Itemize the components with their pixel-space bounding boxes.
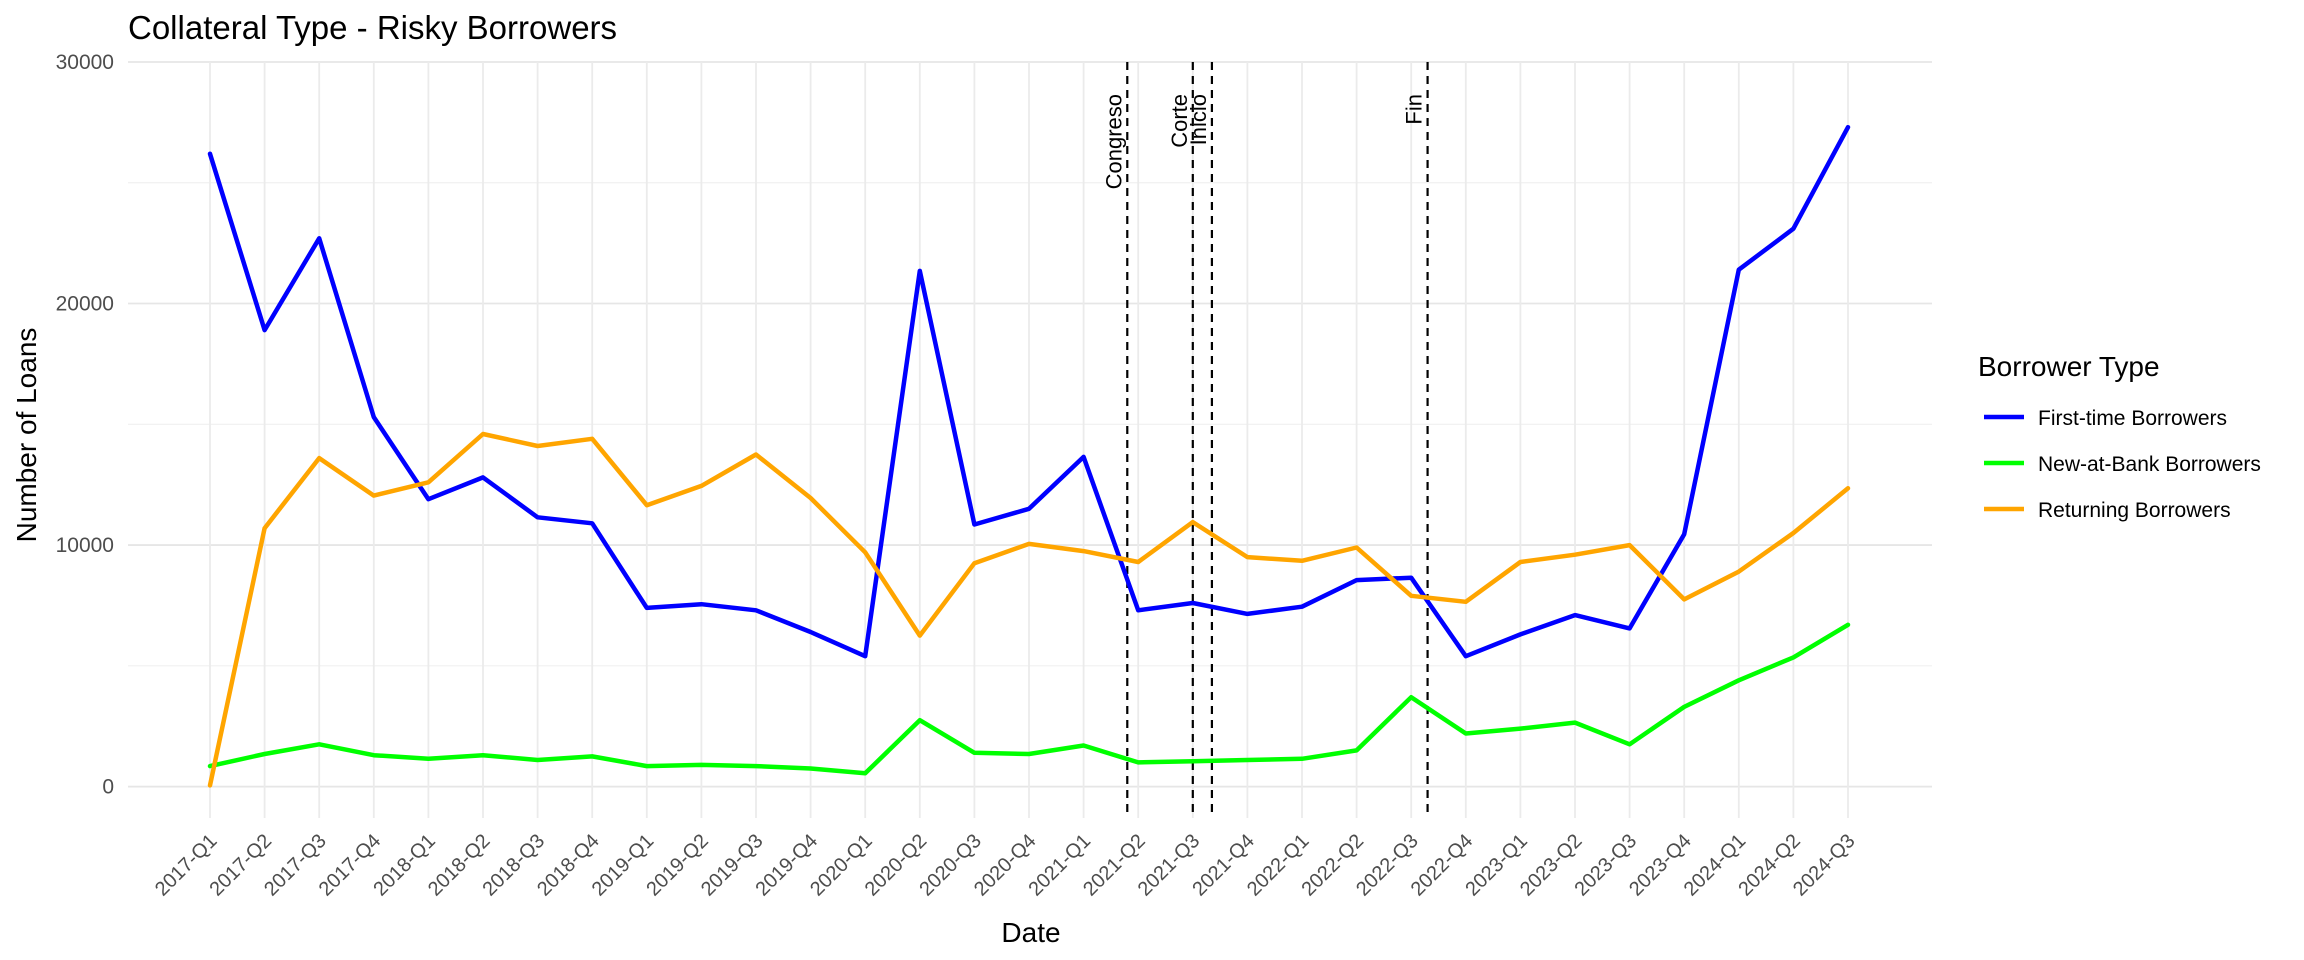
y-axis-ticks: 0 10000 20000 30000 — [56, 51, 114, 799]
y-axis-label: Number of Loans — [11, 328, 42, 543]
series-line — [207, 124, 1851, 659]
legend-label: First-time Borrowers — [2038, 407, 2227, 430]
legend-label: New-at-Bank Borrowers — [2038, 453, 2261, 476]
grid — [128, 61, 1932, 818]
legend-items: First-time Borrowers New-at-Bank Borrower… — [1984, 407, 2261, 522]
annotation-marker: Congreso — [1101, 62, 1129, 818]
legend-item: New-at-Bank Borrowers — [1984, 453, 2261, 476]
x-axis-ticks: 2017-Q12017-Q22017-Q32017-Q42018-Q12018-… — [151, 830, 1860, 901]
annotation-label: Corte — [1167, 94, 1192, 148]
y-tick-label: 20000 — [56, 293, 114, 316]
x-axis-label: Date — [1001, 917, 1060, 948]
legend: Borrower Type First-time Borrowers New-at… — [1978, 351, 2261, 522]
annotation-label: Congreso — [1101, 94, 1126, 189]
chart-title: Collateral Type - Risky Borrowers — [128, 9, 617, 46]
legend-title: Borrower Type — [1978, 351, 2160, 382]
series-lines — [207, 124, 1851, 788]
legend-item: First-time Borrowers — [1984, 407, 2227, 430]
y-tick-label: 0 — [102, 776, 114, 799]
annotation-marker: Inicio — [1186, 62, 1214, 818]
annotation-label: Fin — [1402, 94, 1427, 125]
y-tick-label: 30000 — [56, 51, 114, 74]
legend-item: Returning Borrowers — [1984, 499, 2231, 522]
series-line — [207, 622, 1851, 776]
annotation-label: Inicio — [1186, 94, 1211, 145]
legend-label: Returning Borrowers — [2038, 499, 2231, 522]
y-tick-label: 10000 — [56, 534, 114, 557]
annotation-marker: Corte — [1167, 62, 1194, 818]
series-line — [207, 431, 1851, 788]
annotation-marker: Fin — [1402, 62, 1429, 818]
